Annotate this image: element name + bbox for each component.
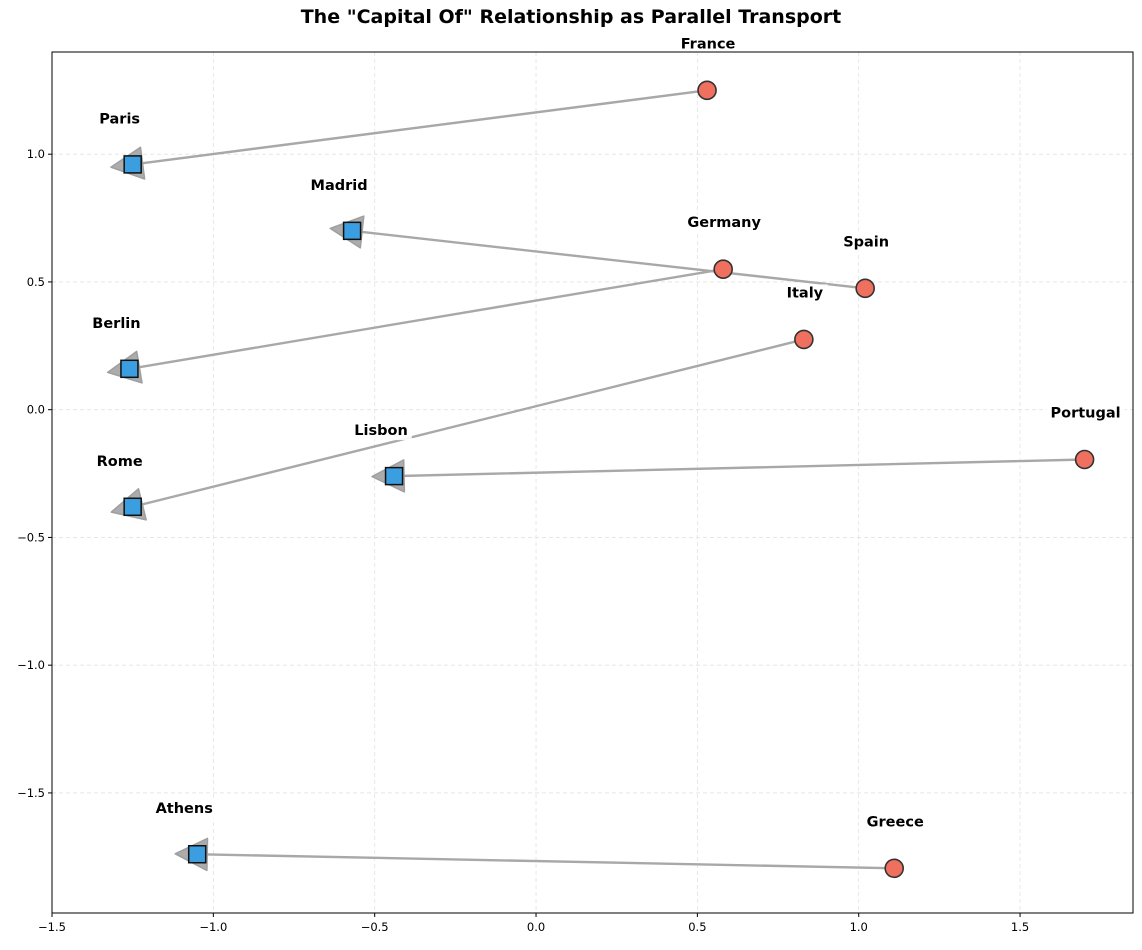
plot-frame (51, 51, 1134, 914)
capital-label: Athens (156, 801, 213, 817)
capital-marker (123, 155, 142, 174)
capital-marker (120, 359, 139, 379)
capital-marker (384, 466, 404, 486)
country-label-bg (782, 284, 828, 303)
country-label-bg (676, 35, 740, 54)
country-label: Italy (787, 285, 824, 301)
y-tick-label: 0.0 (27, 403, 45, 417)
capital-label-bg (95, 110, 145, 129)
capital-label-bg (350, 422, 412, 441)
capital-label-bg (306, 176, 372, 195)
x-tick-label: 1.5 (1011, 920, 1029, 934)
country-label-bg (839, 233, 894, 252)
country-marker (855, 278, 875, 299)
capital-label: Lisbon (354, 423, 408, 439)
country-label-bg (1046, 404, 1125, 423)
country-marker (697, 80, 717, 101)
country-label-bg (683, 214, 766, 233)
x-tick-label: −0.5 (361, 920, 389, 934)
x-tick-label: −1.0 (199, 920, 227, 934)
capital-marker (187, 844, 207, 864)
arrow-shaft (141, 89, 709, 165)
country-marker (884, 858, 905, 879)
label-layer: France Paris Germany Berlin Spain Madrid Italy… (88, 35, 1125, 832)
arrow-shaft (360, 230, 867, 290)
x-tick-label: 1.0 (850, 920, 868, 934)
x-tick-label: 0.5 (688, 920, 706, 934)
country-label: Spain (843, 234, 889, 250)
y-tick-label: 0.5 (27, 275, 45, 289)
country-label: Germany (687, 215, 761, 231)
capital-marker (342, 221, 362, 241)
capital-marker (123, 497, 142, 517)
grid-layer (52, 52, 1133, 913)
arrow-shaft (141, 338, 806, 506)
marker-layer (120, 80, 1095, 879)
y-tick-label: −1.0 (17, 658, 45, 672)
country-label: Greece (867, 814, 924, 830)
capital-label: Berlin (92, 316, 140, 332)
capital-label: Paris (99, 111, 140, 127)
capital-label-bg (88, 314, 145, 333)
axis-layer: −1.5 −1.0 −0.5 0.0 0.5 1.0 1.5 1.0 0.5 0.0 −0.5 −1.… (17, 51, 1134, 934)
x-tick-label: −1.5 (38, 920, 66, 934)
country-label-bg (862, 813, 928, 832)
country-marker (794, 329, 814, 350)
arrow-shaft (138, 267, 725, 369)
y-tick-label: −1.5 (17, 786, 45, 800)
chart-title: The "Capital Of" Relationship as Paralle… (300, 6, 842, 28)
y-tick-label: −0.5 (17, 530, 45, 544)
arrow-shaft (206, 853, 896, 870)
y-tick-label: 1.0 (27, 147, 45, 161)
country-marker (1074, 449, 1095, 470)
capital-label-bg (151, 800, 217, 819)
country-label: Portugal (1051, 406, 1121, 422)
capital-label-bg (92, 452, 147, 471)
arrow-shaft (402, 458, 1086, 478)
country-label: France (681, 36, 736, 52)
country-marker (713, 259, 733, 279)
x-tick-label: 0.0 (527, 920, 545, 934)
capital-label: Madrid (311, 178, 368, 194)
capital-label: Rome (97, 454, 143, 470)
arrow-layer (106, 89, 1086, 872)
